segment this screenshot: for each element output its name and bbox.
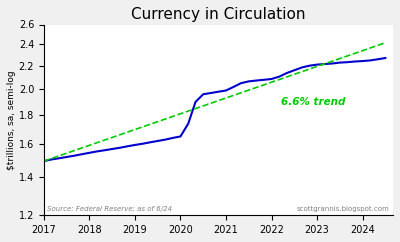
Text: 6.6% trend: 6.6% trend (281, 97, 345, 106)
Text: Source: Federal Reserve; as of 6/24: Source: Federal Reserve; as of 6/24 (48, 205, 172, 212)
Title: Currency in Circulation: Currency in Circulation (131, 7, 306, 22)
Y-axis label: $trillions, sa, semi-log: $trillions, sa, semi-log (7, 70, 16, 170)
Text: scottgrannis.blogspot.com: scottgrannis.blogspot.com (297, 205, 390, 212)
